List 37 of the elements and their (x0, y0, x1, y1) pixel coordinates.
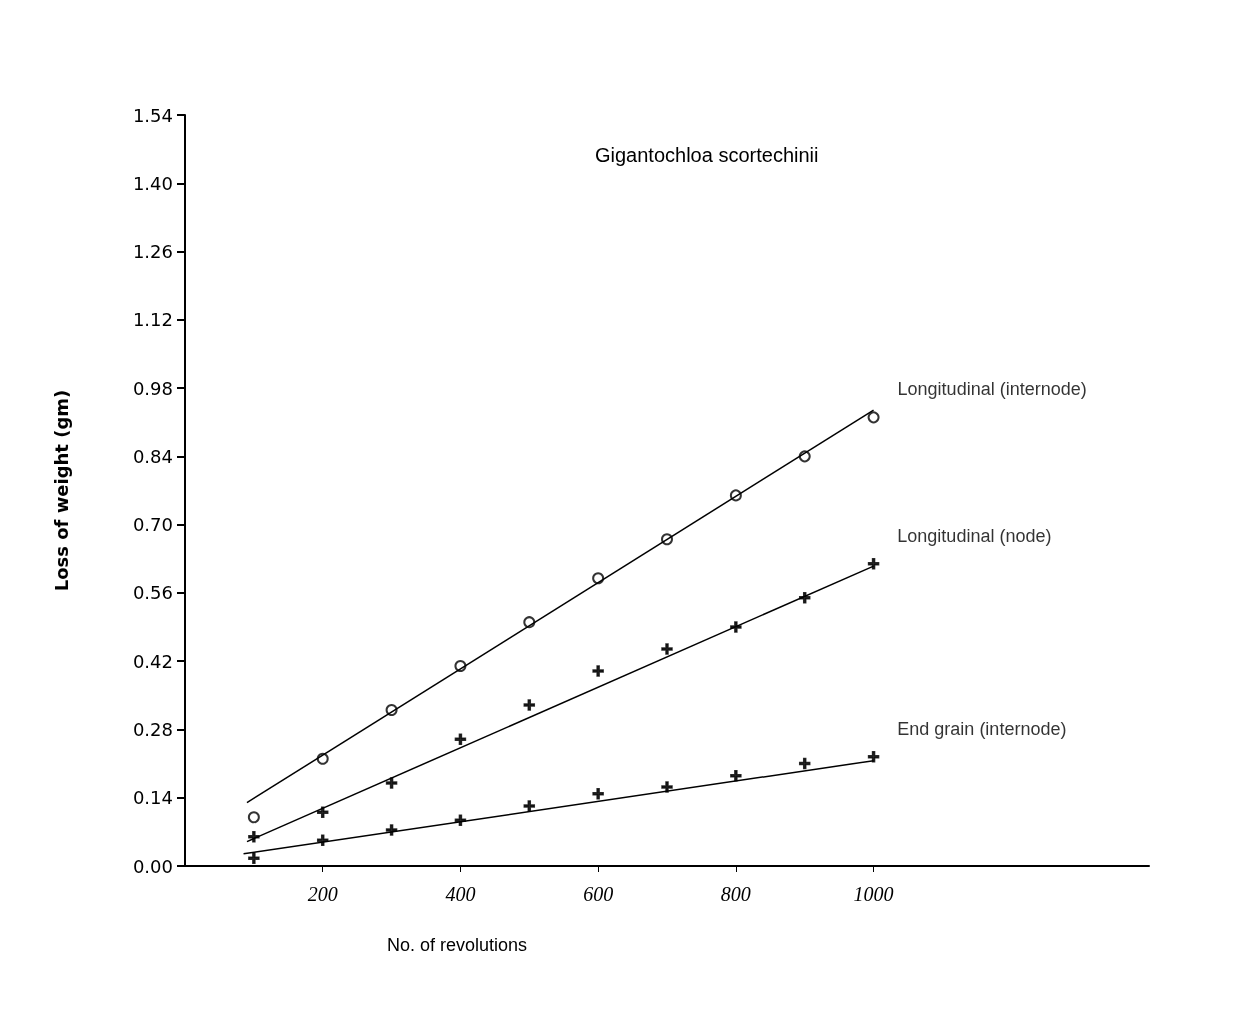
point (730, 621, 742, 633)
point (247, 811, 260, 824)
y-tick-label: 0.70 (132, 514, 173, 536)
y-tick-label: 0.98 (132, 377, 173, 399)
point (454, 733, 467, 745)
x-tick-label: 800 (720, 883, 751, 905)
y-tick-label: 1.12 (132, 309, 173, 331)
text: Gigantochloa scortechinii (595, 144, 819, 166)
point (867, 751, 880, 763)
y-tick-label: 0.84 (132, 445, 173, 467)
y-tick-label: 1.54 (132, 104, 173, 126)
y-tick-label: 0.28 (132, 718, 173, 740)
x-tick-label: 600 (583, 883, 614, 905)
series-label: End grain (internode) (897, 718, 1067, 739)
point (592, 788, 604, 800)
point (867, 411, 880, 424)
point (523, 699, 536, 711)
point (248, 852, 260, 864)
point (661, 643, 673, 655)
x-tick-label: 200 (307, 883, 338, 905)
y-axis-title: Loss of weight (gm) (50, 389, 72, 592)
y-tick-label: 0.42 (132, 650, 173, 672)
series-label: Longitudinal (node) (897, 525, 1052, 546)
point (385, 777, 398, 789)
point (661, 781, 673, 793)
series-label: Longitudinal (internode) (897, 379, 1087, 400)
point (523, 800, 536, 812)
y-tick-label: 0.14 (132, 787, 173, 809)
y-tick-label: 1.40 (132, 172, 173, 194)
point (592, 665, 604, 677)
x-tick-label: 1000 (853, 883, 894, 905)
y-tick-label: 0.00 (132, 855, 173, 877)
y-tick-label: 1.26 (132, 241, 173, 263)
x-axis-title: No. of revolutions (386, 935, 528, 955)
y-tick-label: 0.56 (132, 582, 173, 604)
x-tick-label: 400 (445, 883, 476, 905)
point (730, 770, 742, 782)
